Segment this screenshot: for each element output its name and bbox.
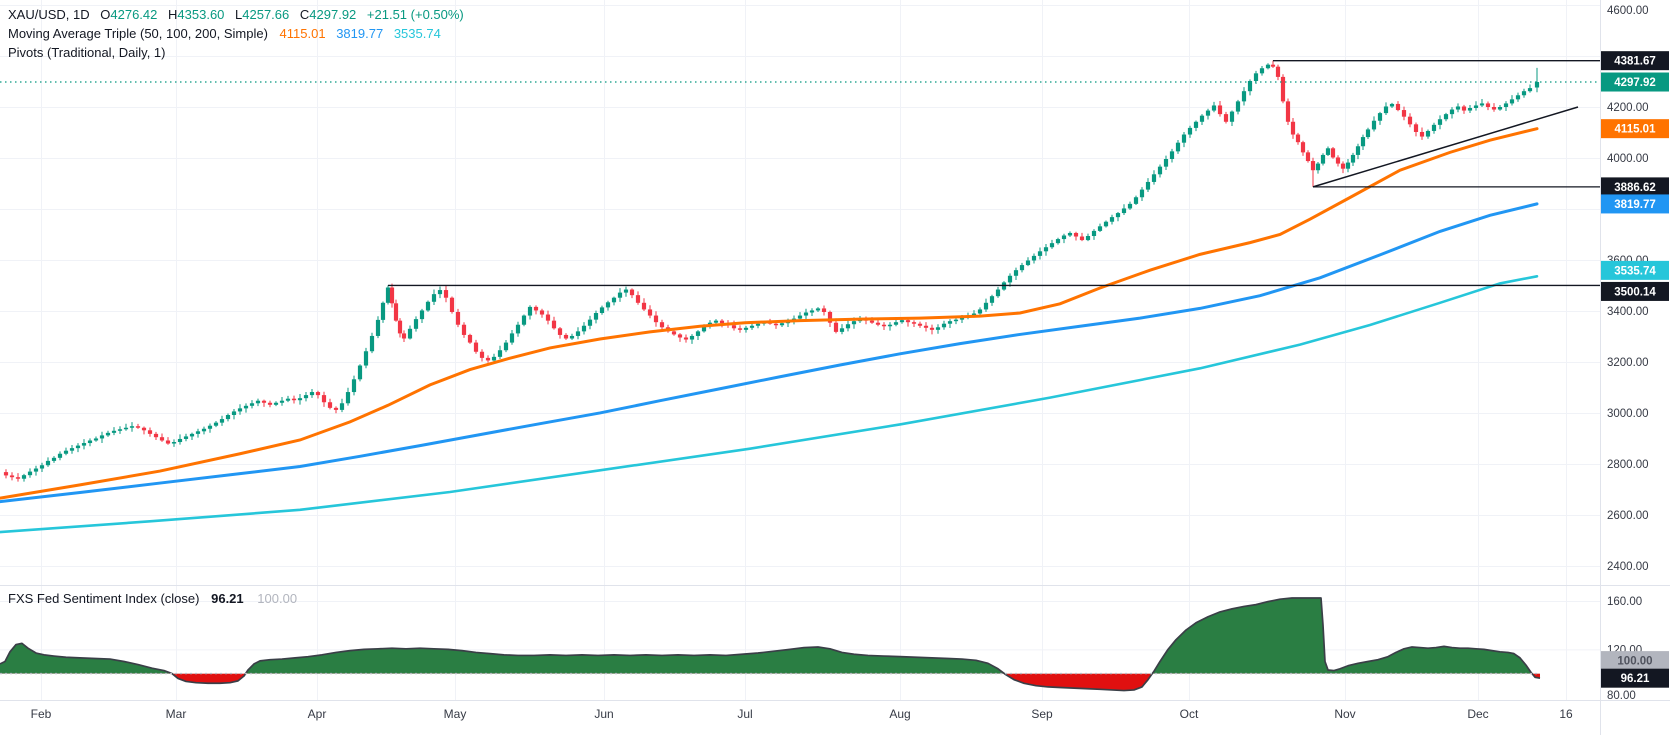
price-marker-3819.77: 3819.77 [1601,194,1669,214]
pivots-indicator-title[interactable]: Pivots (Traditional, Daily, 1) [8,45,166,60]
moving-average-lines[interactable] [0,127,1539,534]
change-value: +21.51 (+0.50%) [366,7,464,22]
ma100-value: 3819.77 [336,26,384,41]
svg-text:4000.00: 4000.00 [1607,153,1649,165]
time-label-Mar[interactable]: Mar [166,707,187,721]
price-marker-3535.74: 3535.74 [1601,260,1669,280]
price-marker-3886.62: 3886.62 [1601,177,1669,197]
svg-text:2400.00: 2400.00 [1607,561,1649,573]
sentiment-line [0,597,1541,692]
price-marker-96.21: 96.21 [1601,668,1669,688]
time-label-Sep[interactable]: Sep [1031,707,1053,721]
time-label-Jul[interactable]: Jul [737,707,752,721]
svg-text:96.21: 96.21 [1621,673,1650,685]
price-marker-100.00: 100.00 [1601,651,1669,671]
svg-text:80.00: 80.00 [1607,690,1636,702]
svg-text:160.00: 160.00 [1607,596,1642,608]
svg-text:4600.00: 4600.00 [1607,5,1649,17]
trend-line[interactable] [1312,106,1579,188]
svg-text:2800.00: 2800.00 [1607,459,1649,471]
candlestick-series[interactable] [3,60,1540,482]
price-marker-3500.14: 3500.14 [1601,281,1669,301]
svg-text:3886.62: 3886.62 [1614,182,1656,194]
time-label-Aug[interactable]: Aug [889,707,910,721]
ma-line-sma200[interactable] [0,274,1539,534]
sentiment-area-series[interactable] [0,597,1541,692]
pivot-lines[interactable] [388,60,1600,287]
svg-text:2600.00: 2600.00 [1607,510,1649,522]
svg-text:3400.00: 3400.00 [1607,306,1649,318]
main-legend: XAU/USD, 1D O4276.42 H4353.60 L4257.66 C… [8,5,464,62]
sentiment-baseline-value: 100.00 [257,591,298,606]
ma-line-sma50[interactable] [0,127,1539,500]
ma-line-sma100[interactable] [0,202,1539,504]
svg-text:4297.92: 4297.92 [1614,77,1656,89]
time-label-Jun[interactable]: Jun [594,707,613,721]
svg-text:4381.67: 4381.67 [1614,56,1656,68]
svg-text:3000.00: 3000.00 [1607,408,1649,420]
svg-text:3819.77: 3819.77 [1614,199,1656,211]
symbol-row[interactable]: XAU/USD, 1D O4276.42 H4353.60 L4257.66 C… [8,5,464,24]
ma50-value: 4115.01 [279,26,326,41]
price-marker-4297.92: 4297.92 [1601,72,1669,92]
time-label-Feb[interactable]: Feb [31,707,52,721]
time-label-16[interactable]: 16 [1559,707,1573,721]
time-label-Apr[interactable]: Apr [308,707,327,721]
price-marker-4381.67: 4381.67 [1601,51,1669,71]
sentiment-indicator-title[interactable]: FXS Fed Sentiment Index (close) [8,591,200,606]
sentiment-last-value: 96.21 [211,591,244,606]
pivots-indicator-row[interactable]: Pivots (Traditional, Daily, 1) [8,43,464,62]
svg-text:3200.00: 3200.00 [1607,357,1649,369]
ma200-value: 3535.74 [393,26,441,41]
time-label-Oct[interactable]: Oct [1180,707,1199,721]
svg-text:100.00: 100.00 [1617,656,1652,668]
time-axis[interactable]: Feb Mar Apr May Jun Jul Aug Sep Oct Nov Dec 16 [31,707,1573,721]
ohlc-high: H4353.60 [168,7,225,22]
svg-text:4200.00: 4200.00 [1607,102,1649,114]
ma-indicator-row[interactable]: Moving Average Triple (50, 100, 200, Sim… [8,24,464,43]
ma-indicator-title[interactable]: Moving Average Triple (50, 100, 200, Sim… [8,26,268,41]
ohlc-low: L4257.66 [235,7,290,22]
svg-text:3500.14: 3500.14 [1614,286,1656,298]
sentiment-fill-positive [0,597,1532,674]
time-label-Dec[interactable]: Dec [1467,707,1488,721]
time-label-Nov[interactable]: Nov [1334,707,1355,721]
gridlines [0,0,1600,701]
symbol-title[interactable]: XAU/USD, 1D [8,7,90,22]
price-marker-4115.01: 4115.01 [1601,119,1669,139]
sentiment-indicator-legend[interactable]: FXS Fed Sentiment Index (close) 96.21 10… [8,589,297,608]
time-label-May[interactable]: May [444,707,467,721]
ohlc-close: C4297.92 [299,7,357,22]
ohlc-open: O4276.42 [100,7,158,22]
svg-text:3535.74: 3535.74 [1614,265,1656,277]
price-axis[interactable]: 4600.004200.004000.003600.003400.003200.… [1601,5,1669,702]
svg-text:4115.01: 4115.01 [1615,124,1657,136]
